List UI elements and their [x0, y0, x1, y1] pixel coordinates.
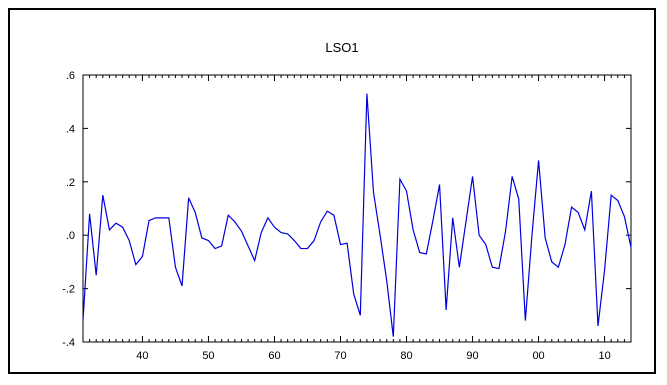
- y-tick-label: .4: [66, 123, 75, 135]
- y-tick-label: .6: [66, 70, 75, 82]
- x-tick-label: 60: [268, 350, 280, 362]
- x-tick-label: 80: [400, 350, 412, 362]
- y-tick-label: .0: [66, 230, 75, 242]
- y-axis: -.4 -.2 .0 .2 .4 .6: [62, 70, 631, 349]
- y-tick-label: -.2: [62, 284, 75, 296]
- x-tick-label: 10: [598, 350, 610, 362]
- series-group: [82, 93, 632, 337]
- x-tick-label: 40: [136, 350, 148, 362]
- x-axis: 40 50 60 70 80 90 00 10: [89, 75, 632, 362]
- y-tick-label: -.4: [62, 337, 75, 349]
- chart-title: LSO1: [325, 40, 358, 55]
- x-tick-label: 00: [532, 350, 544, 362]
- chart-frame: LSO1 -.4 -.2 .0 .2 .4 .6 40 50 60 70 80 90 00 10: [8, 8, 656, 374]
- x-tick-label: 70: [334, 350, 346, 362]
- plot-area-border: [82, 74, 632, 343]
- y-tick-label: .2: [66, 177, 75, 189]
- series-line: [82, 93, 632, 337]
- x-tick-label: 50: [202, 350, 214, 362]
- x-tick-label: 90: [466, 350, 478, 362]
- line-chart: LSO1 -.4 -.2 .0 .2 .4 .6 40 50 60 70 80 90 00 10: [62, 40, 632, 362]
